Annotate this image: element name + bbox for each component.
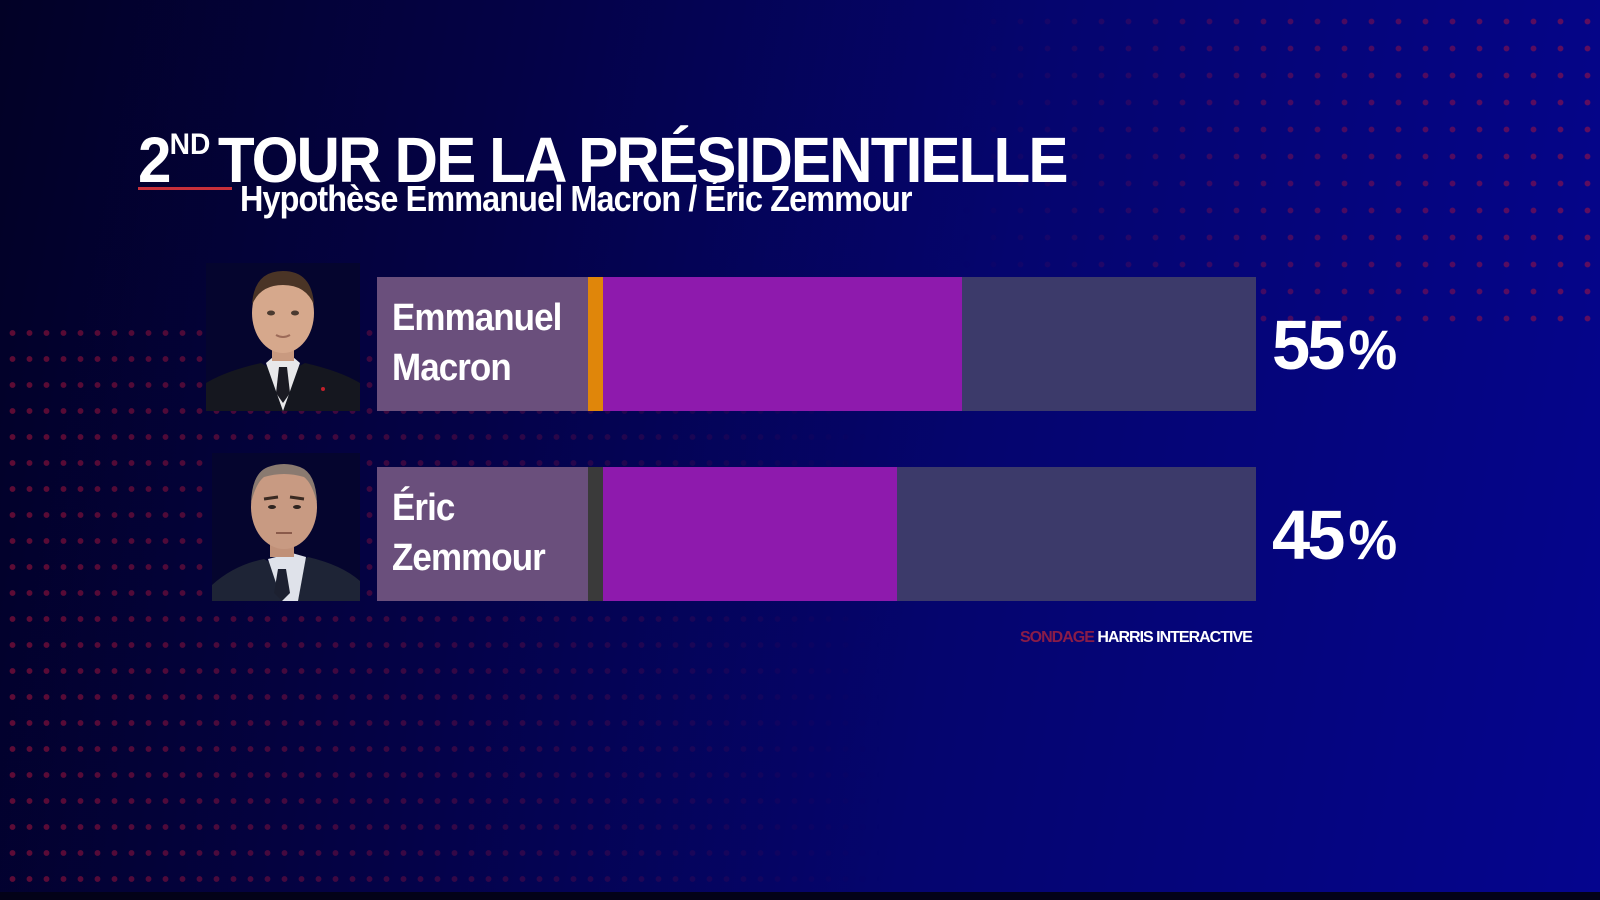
percent-symbol: %	[1348, 508, 1398, 571]
first-name: Éric	[392, 487, 455, 529]
first-name: Emmanuel	[392, 297, 562, 339]
chart-subtitle: Hypothèse Emmanuel Macron / Éric Zemmour	[240, 178, 912, 219]
bar-label-zemmour: Éric Zemmour	[377, 467, 588, 601]
chart-title: 2ND TOUR DE LA PRÉSIDENTIELLE	[138, 108, 1069, 197]
data-label-macron: 55%	[1272, 305, 1397, 390]
party-color-strip	[588, 467, 603, 601]
data-label-zemmour: 45%	[1272, 495, 1397, 580]
candidate-row: Éric Zemmour 45%	[0, 453, 1600, 601]
source-credit: SONDAGE HARRIS INTERACTIVE	[1020, 629, 1253, 647]
percent-value: 55	[1272, 306, 1345, 384]
last-name: Zemmour	[392, 537, 546, 579]
source-prefix: SONDAGE	[1020, 629, 1098, 646]
party-color-strip	[588, 277, 603, 411]
bar-label-macron: Emmanuel Macron	[377, 277, 588, 411]
source-name: HARRIS INTERACTIVE	[1097, 629, 1252, 646]
title-ordinal-suffix: ND	[169, 128, 211, 161]
percent-symbol: %	[1348, 318, 1398, 381]
title-accent-line	[138, 187, 232, 190]
bar-track	[603, 277, 1256, 411]
percent-value: 45	[1272, 496, 1345, 574]
candidate-photo-zemmour	[212, 453, 366, 601]
candidate-photo-macron	[206, 263, 360, 411]
bottom-edge	[0, 892, 1600, 900]
bar-macron	[603, 277, 963, 411]
bar-zemmour	[603, 467, 897, 601]
bar-track	[603, 467, 1256, 601]
title-text: TOUR DE LA PRÉSIDENTIELLE	[217, 124, 1069, 196]
last-name: Macron	[392, 347, 512, 389]
candidate-row: Emmanuel Macron 55%	[0, 263, 1600, 411]
title-ordinal: 2	[138, 124, 171, 196]
